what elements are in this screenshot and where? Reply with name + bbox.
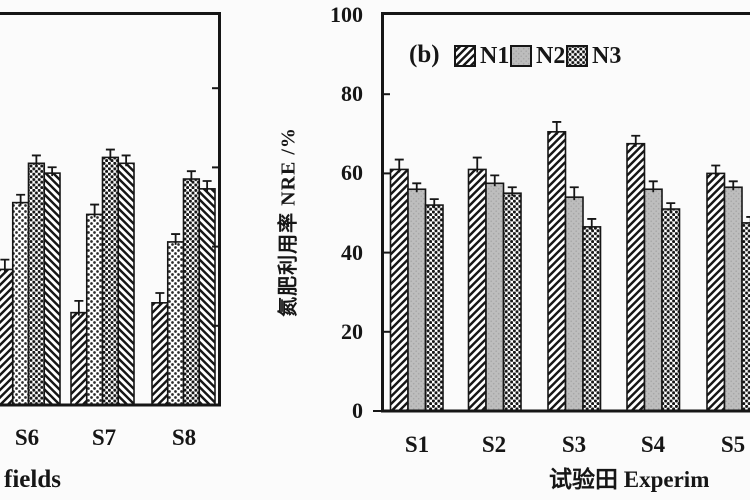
bar-series4-S7	[117, 162, 135, 406]
error-bar	[105, 148, 115, 161]
panel-b-y-axis-title: 氮肥利用率 NRE /%	[277, 127, 300, 317]
panel-a-x-axis-label: fields	[4, 466, 61, 493]
bar-N3-S2	[502, 192, 522, 412]
error-bar	[666, 202, 676, 213]
axes-layer	[0, 12, 750, 413]
bar-N2-S1	[407, 188, 427, 412]
error-bar	[472, 156, 482, 173]
error-bar	[155, 292, 165, 306]
bar-N2-S3	[564, 196, 584, 412]
panel-b-xtick-s2: S2	[481, 432, 507, 457]
error-bar	[728, 180, 738, 191]
bar-N1-S3	[547, 131, 567, 412]
panel-b-ytick-80: 80	[341, 81, 363, 106]
error-bar	[16, 193, 26, 206]
bar-N2-S4	[643, 188, 663, 412]
error-bar	[74, 299, 84, 316]
error-bar	[394, 158, 404, 173]
error-bar	[171, 233, 181, 245]
panel-b-ytick-40: 40	[341, 240, 363, 265]
error-bar	[711, 164, 721, 177]
error-bar	[186, 170, 196, 183]
bar-N1-S2	[467, 168, 487, 412]
panel-b-ytick-60: 60	[341, 160, 363, 185]
error-bar	[0, 258, 10, 273]
panel-b-xtick-s5: S5	[720, 432, 746, 457]
error-bar	[31, 154, 41, 167]
bar-N3-S5	[741, 222, 750, 412]
bar-N1-S5	[706, 172, 726, 412]
bar-N1-S4	[626, 142, 646, 412]
error-bar	[490, 174, 500, 187]
bar-series2-S8	[166, 241, 185, 406]
bar-N3-S1	[424, 204, 444, 412]
bar-N2-S5	[723, 186, 743, 412]
error-bar	[507, 186, 517, 197]
panel-a-frame	[0, 12, 221, 407]
panel-b-frame	[381, 12, 750, 413]
bar-series1-S6	[0, 268, 14, 406]
error-bar	[412, 182, 422, 193]
bar-series2-S6	[11, 201, 30, 406]
bar-N2-S2	[485, 182, 505, 412]
legend-swatch-n3	[566, 45, 588, 67]
panel-b-xtick-s1: S1	[404, 432, 430, 457]
panel-a-xtick-s8: S8	[171, 425, 197, 450]
legend-swatch-n2	[510, 45, 532, 67]
error-bar	[121, 154, 131, 167]
error-bar	[746, 216, 750, 226]
panel-b-ytick-20: 20	[341, 319, 363, 344]
legend-swatch-n1	[454, 45, 476, 67]
error-bar	[429, 198, 439, 209]
legend-label-n1: N1	[480, 43, 510, 69]
error-bar	[631, 134, 641, 147]
bar-N3-S4	[661, 208, 681, 412]
error-bar	[569, 186, 579, 201]
panel-b-tag: (b)	[409, 41, 440, 68]
panel-b-ytick-100: 100	[330, 2, 363, 27]
bar-series2-S7	[85, 213, 104, 406]
panel-a-xtick-s6: S6	[14, 425, 40, 450]
panel-b-ytick-0: 0	[352, 398, 363, 423]
bar-series1-S7	[70, 311, 88, 406]
bar-series3-S6	[27, 162, 46, 406]
panel-b-x-axis-label: 试验田 Experim	[549, 467, 710, 492]
panel-b-xtick-s4: S4	[640, 432, 666, 457]
bar-series3-S7	[101, 156, 120, 406]
error-bar	[90, 203, 100, 218]
bar-series1-S8	[151, 302, 169, 406]
bar-N3-S3	[582, 226, 602, 412]
error-bar	[552, 121, 562, 135]
legend-label-n3: N3	[592, 43, 622, 69]
error-bar	[202, 180, 212, 192]
legend-label-n2: N2	[536, 43, 566, 69]
bar-series3-S8	[182, 178, 201, 406]
bar-series4-S6	[43, 172, 61, 406]
panel-a-xtick-s7: S7	[91, 425, 117, 450]
error-bar	[587, 218, 597, 230]
panel-b-xtick-s3: S3	[561, 432, 587, 457]
error-bar	[648, 180, 658, 193]
bars-layer	[0, 121, 750, 412]
error-bar	[47, 166, 57, 177]
bar-series4-S8	[198, 188, 216, 406]
bar-N1-S1	[389, 168, 409, 412]
